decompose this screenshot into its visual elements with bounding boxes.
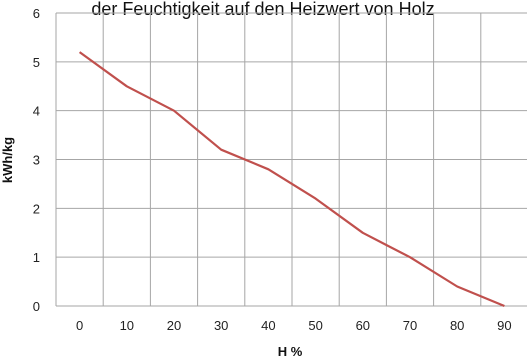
y-axis-label: kWh/kg [0, 137, 15, 183]
x-tick-label: 60 [356, 318, 370, 333]
x-tick-label: 0 [76, 318, 83, 333]
y-tick-label: 4 [33, 104, 40, 119]
y-tick-label: 0 [33, 299, 40, 314]
x-tick-label: 30 [214, 318, 228, 333]
chart-title: der Feuchtigkeit auf den Heizwert von Ho… [91, 0, 434, 19]
y-tick-label: 1 [33, 250, 40, 265]
x-tick-label: 50 [308, 318, 322, 333]
x-tick-label: 40 [261, 318, 275, 333]
x-axis-label: H % [278, 344, 303, 358]
x-tick-label: 90 [497, 318, 511, 333]
y-tick-label: 2 [33, 201, 40, 216]
x-tick-label: 20 [167, 318, 181, 333]
x-tick-label: 70 [403, 318, 417, 333]
x-tick-labels: 0 10 20 30 40 50 60 70 80 90 [76, 318, 512, 333]
series-line [78, 51, 505, 308]
y-tick-label: 3 [33, 153, 40, 168]
y-tick-label: 6 [33, 6, 40, 21]
y-tick-labels: 0 1 2 3 4 5 6 [33, 6, 40, 314]
x-tick-label: 80 [450, 318, 464, 333]
series-layer [78, 51, 505, 308]
x-tick-label: 10 [120, 318, 134, 333]
grid-lines [55, 12, 527, 307]
y-tick-label: 5 [33, 55, 40, 70]
